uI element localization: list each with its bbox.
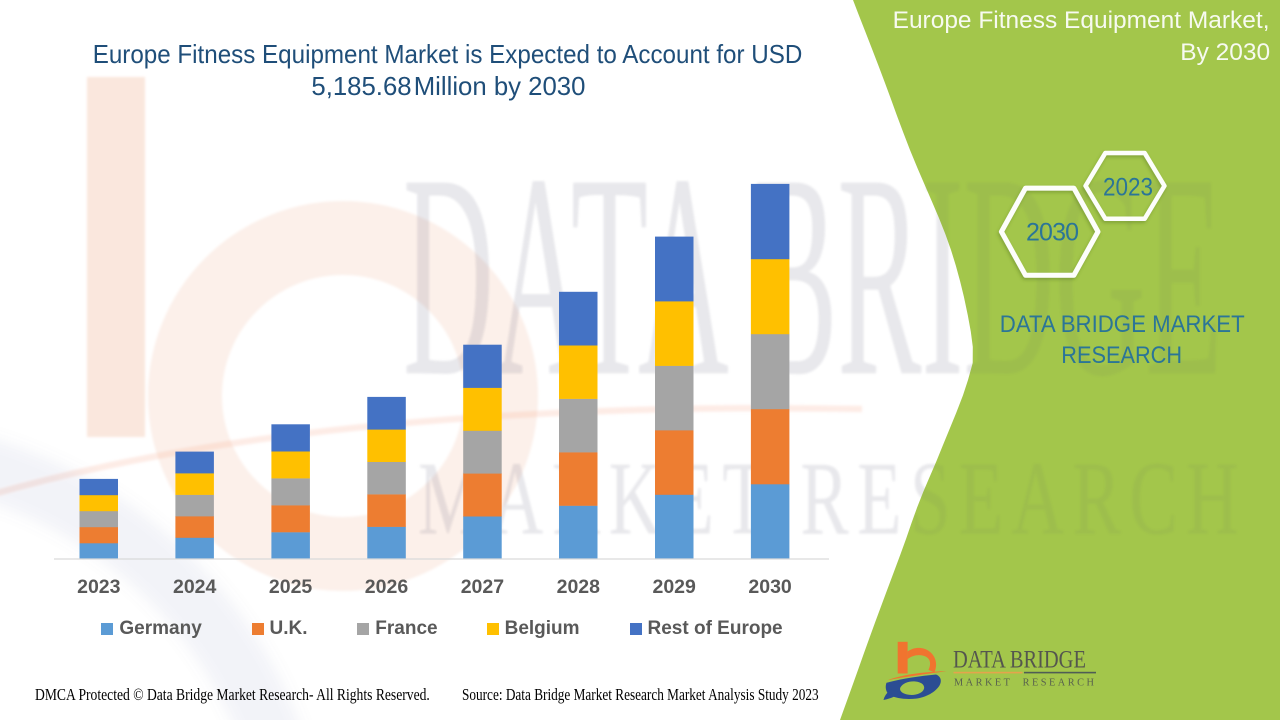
svg-text:2023: 2023 bbox=[1103, 174, 1153, 202]
svg-text:DATA BRIDGE: DATA BRIDGE bbox=[953, 645, 1086, 672]
svg-text:MARKET RESEARCH: MARKET RESEARCH bbox=[954, 677, 1096, 688]
svg-text:2030: 2030 bbox=[1026, 219, 1079, 247]
